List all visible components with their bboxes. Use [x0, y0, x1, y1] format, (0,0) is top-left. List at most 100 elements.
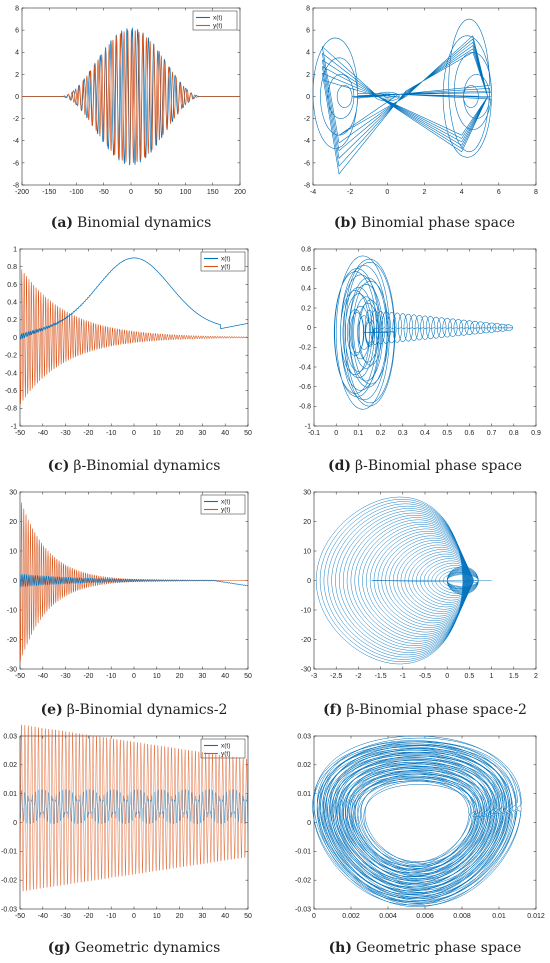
y-tick-label: -30: [7, 666, 17, 673]
x-tick-label: -30: [61, 913, 71, 920]
y-tick-label: -0.8: [299, 404, 311, 411]
y-tick-label: 0.01: [3, 791, 17, 798]
y-tick-label: 0.2: [7, 317, 17, 324]
x-tick-label: -10: [106, 673, 116, 680]
caption-label: (e): [41, 702, 63, 718]
panel-caption: (h) Geometric phase space: [329, 940, 522, 956]
phase-trajectory: [333, 255, 513, 410]
series-line-y: [19, 269, 249, 404]
y-tick-label: -10: [301, 607, 311, 614]
legend-entry: x(t): [221, 743, 230, 750]
x-tick-label: -50: [15, 430, 25, 437]
x-tick-label: 1.5: [509, 673, 519, 680]
y-tick-label: -20: [7, 637, 17, 644]
x-tick-label: 0.3: [398, 430, 408, 437]
x-tick-label: 200: [234, 189, 246, 196]
x-tick-label: -2.5: [330, 673, 342, 680]
x-tick-label: -0.5: [419, 673, 431, 680]
chart-a: -200 -150 -100 -50 0 50 100 150 200 -8 -6 -4 -2 0 2 4 6 8…: [13, 5, 246, 231]
x-tick-label: 0: [385, 189, 389, 196]
y-tick-label: -0.02: [1, 878, 17, 885]
x-tick-label: -20: [83, 673, 93, 680]
x-tick-label: 50: [244, 673, 252, 680]
x-tick-label: 150: [207, 189, 219, 196]
x-tick-label: 40: [221, 913, 229, 920]
panel-caption: (b) Binomial phase space: [334, 215, 515, 231]
x-tick-label: 0: [132, 913, 136, 920]
y-tick-label: -4: [13, 138, 19, 145]
caption-text: β-Binomial phase space-2: [346, 702, 527, 718]
y-tick-label: 0: [15, 94, 19, 101]
x-tick-label: -2: [347, 189, 353, 196]
caption-label: (d): [328, 458, 351, 474]
x-tick-label: 100: [180, 189, 192, 196]
x-tick-label: -0.1: [308, 430, 320, 437]
panel-caption: (e) β-Binomial dynamics-2: [41, 702, 228, 718]
x-tick-label: 20: [176, 673, 184, 680]
x-tick-label: -20: [83, 430, 93, 437]
x-tick-label: 10: [153, 673, 161, 680]
x-tick-label: 2: [534, 673, 538, 680]
x-tick-label: -20: [83, 913, 93, 920]
y-tick-label: 1: [13, 246, 17, 253]
x-tick-label: 50: [244, 913, 252, 920]
y-tick-label: -30: [301, 666, 311, 673]
x-tick-label: 20: [176, 913, 184, 920]
y-tick-label: -8: [304, 182, 310, 189]
x-tick-label: 40: [221, 673, 229, 680]
x-tick-label: 10: [153, 430, 161, 437]
y-tick-label: -10: [7, 607, 17, 614]
y-tick-label: 30: [303, 489, 311, 496]
legend-entry: x(t): [221, 499, 230, 506]
x-tick-label: -10: [106, 430, 116, 437]
legend-entry: y(t): [221, 507, 230, 514]
caption-label: (g): [48, 940, 71, 956]
x-tick-label: 0: [132, 430, 136, 437]
y-tick-label: -0.2: [5, 353, 17, 360]
caption-label: (b): [334, 215, 357, 231]
series-line-x: [19, 789, 249, 825]
caption-text: β-Binomial dynamics: [73, 458, 220, 474]
x-tick-label: 10: [153, 913, 161, 920]
legend-entry: x(t): [221, 256, 230, 263]
legend-entry: y(t): [213, 23, 222, 30]
y-tick-label: 0.4: [301, 286, 311, 293]
caption-text: β-Binomial dynamics-2: [67, 702, 228, 718]
y-tick-label: -0.2: [299, 345, 311, 352]
phase-trajectory: [312, 18, 492, 175]
x-tick-label: -3: [311, 673, 317, 680]
x-tick-label: -40: [38, 430, 48, 437]
x-tick-label: 50: [244, 430, 252, 437]
chart-e: -50 -40 -30 -20 -10 0 10 20 30 40 50 -30 -20 -10 0 10 20…: [7, 489, 252, 718]
y-tick-label: -0.8: [5, 406, 17, 413]
x-tick-label: -200: [15, 189, 29, 196]
y-tick-label: -0.03: [1, 906, 17, 913]
y-tick-label: 0.03: [297, 733, 311, 740]
y-tick-label: 20: [9, 519, 17, 526]
x-tick-label: -10: [106, 913, 116, 920]
caption-text: Geometric phase space: [356, 940, 521, 956]
y-tick-label: -0.01: [1, 849, 17, 856]
y-tick-label: 0.03: [3, 733, 17, 740]
panel-caption: (c) β-Binomial dynamics: [48, 458, 221, 474]
y-tick-label: -2: [13, 116, 19, 123]
legend-entry: x(t): [213, 15, 222, 22]
x-tick-label: -1: [400, 673, 406, 680]
y-tick-label: -1: [11, 423, 17, 430]
x-tick-label: 0.7: [487, 430, 497, 437]
x-tick-label: -100: [69, 189, 83, 196]
y-tick-label: -0.6: [5, 388, 17, 395]
plot-area: [19, 248, 249, 427]
chart-d: -0.1 0 0.1 0.2 0.3 0.4 0.5 0.6 0.7 0.8 0.9 -1 -0.8 -0…: [299, 246, 541, 474]
x-tick-label: -40: [38, 913, 48, 920]
series-line-x: [19, 257, 249, 340]
series-line-y: [21, 29, 241, 164]
x-tick-label: 6: [497, 189, 501, 196]
x-tick-label: 0.5: [465, 673, 475, 680]
x-tick-label: -2: [355, 673, 361, 680]
x-tick-label: -150: [42, 189, 56, 196]
y-tick-label: 4: [15, 50, 19, 57]
y-tick-label: 10: [303, 548, 311, 555]
y-tick-label: 8: [15, 5, 19, 12]
y-tick-label: 0.8: [301, 246, 311, 253]
